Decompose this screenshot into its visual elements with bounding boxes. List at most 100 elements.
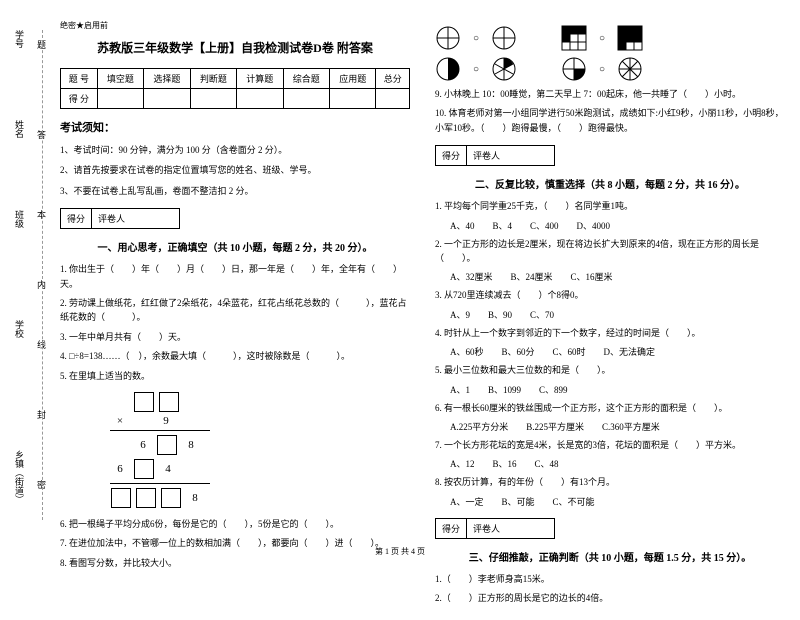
question: 1. 平均每个同学重25千克，（ ）名同学重1吨。 [435,199,785,213]
question: 3. 一年中单月共有（ ）天。 [60,330,410,344]
question: 6. 把一根绳子平均分成6份，每份是它的（ ），5份是它的（ ）。 [60,517,410,531]
page-footer: 第 1 页 共 4 页 [0,546,800,557]
times-sign: × [110,415,130,427]
th-cell: 总分 [376,69,410,89]
question: 6. 有一根长60厘米的铁丝围成一个正方形，这个正方形的面积是（ ）。 [435,401,785,415]
table-header-row: 题 号 填空题 选择题 判断题 计算题 综合题 应用题 总分 [61,69,410,89]
section-score-box: 得分 评卷人 [435,518,555,539]
circle-half-icon [435,56,461,82]
page-content: 绝密★启用前 苏教版三年级数学【上册】自我检测试卷D卷 附答案 题 号 填空题 … [0,0,800,620]
fold-line [42,30,43,520]
exam-title: 苏教版三年级数学【上册】自我检测试卷D卷 附答案 [60,39,410,56]
section-score-box: 得分 评卷人 [435,145,555,166]
compare-circle: ○ [473,33,479,44]
circle-fraction-icon [435,25,461,51]
mult-line [110,483,210,484]
question: 4. □÷8=138……（ ），余数最大填（ ），这时被除数是（ ）。 [60,349,410,363]
question: 9. 小林晚上 10：00睡觉，第二天早上 7：00起床，他一共睡了（ ）小时。 [435,87,785,101]
th-cell: 题 号 [61,69,98,89]
mult-row: 68 [110,434,410,456]
th-cell: 填空题 [97,69,143,89]
section-score-box: 得分 评卷人 [60,208,180,229]
mult-row: 64 [110,458,410,480]
options: A、12B、16C、48 [450,457,785,470]
blank-box [161,488,181,508]
notice-title: 考试须知： [60,119,410,135]
score-label: 得分 [436,146,467,165]
options: A、9B、90C、70 [450,308,785,321]
grader-label: 评卷人 [467,146,554,165]
mult-row: 8 [110,487,410,509]
question: 4. 时针从上一个数字到邻近的下一个数字，经过的时间是（ ）。 [435,326,785,340]
blank-box [159,392,179,412]
label-studentid: 学号 [13,30,26,48]
grader-label: 评卷人 [92,209,179,228]
td-blank [190,89,236,109]
grader-label: 评卷人 [467,519,554,538]
section1-title: 一、用心思考，正确填空（共 10 小题，每题 2 分，共 20 分）。 [60,239,410,254]
digit-9: 9 [156,415,176,427]
question: 2.（ ）正方形的周长是它的边长的4倍。 [435,591,785,605]
fraction-icons-row1: ○ ○ [435,25,785,51]
options: A、40B、4C、400D、4000 [450,219,785,232]
th-cell: 判断题 [190,69,236,89]
question: 2. 劳动课上做纸花，红红做了2朵纸花，4朵蓝花，红花占纸花总数的（ ），蓝花占… [60,296,410,325]
options: A、32厘米B、24厘米C、16厘米 [450,270,785,283]
square-grid-icon [617,25,643,51]
question: 7. 一个长方形花坛的宽是4米，长是宽的3倍，花坛的面积是（ ）平方米。 [435,438,785,452]
digit-8: 8 [185,492,205,504]
td-blank [376,89,410,109]
td-blank [97,89,143,109]
compare-circle: ○ [599,33,605,44]
options: A、60秒B、60分C、60时D、无法确定 [450,345,785,358]
question: 8. 看图写分数，并比较大小。 [60,556,410,570]
td-blank [330,89,376,109]
mult-line [110,430,210,431]
square-grid-icon [561,25,587,51]
td-blank [144,89,190,109]
th-cell: 计算题 [237,69,283,89]
mult-row: ×9 [110,415,410,427]
compare-circle: ○ [599,64,605,75]
th-cell: 综合题 [283,69,329,89]
th-cell: 选择题 [144,69,190,89]
label-name: 姓名 [13,120,26,138]
blank-box [136,488,156,508]
blank-box [157,435,177,455]
question: 8. 按农历计算，有的年份（ ）有13个月。 [435,475,785,489]
label-class: 班级 [13,210,26,228]
question: 1. 你出生于（ ）年（ ）月（ ）日，那一年是（ ）年，全年有（ ）天。 [60,262,410,291]
options: A.225平方分米B.225平方厘米C.360平方厘米 [450,420,785,433]
multiplication-diagram: ×9 68 64 8 [110,391,410,509]
question: 2. 一个正方形的边长是2厘米，现在将边长扩大到原来的4倍，现在正方形的周长是（… [435,237,785,266]
options: A、一定B、可能C、不可能 [450,495,785,508]
digit-6: 6 [133,439,153,451]
td-label: 得 分 [61,89,98,109]
right-column: ○ ○ ○ ○ 9. 小林晚上 10：00睡觉，第二天早上 7：00起床，他一共… [435,20,785,610]
circle-sector-icon [491,56,517,82]
mult-row [110,391,410,413]
notice-item: 1、考试时间：90 分钟，满分为 100 分（含卷面分 2 分）。 [60,143,410,157]
td-blank [237,89,283,109]
score-label: 得分 [61,209,92,228]
options: A、1B、1099C、899 [450,383,785,396]
label-district: 乡镇（街道） [13,450,26,504]
blank-box [111,488,131,508]
circle-quarter-icon [561,56,587,82]
th-cell: 应用题 [330,69,376,89]
table-score-row: 得 分 [61,89,410,109]
confidential-label: 绝密★启用前 [60,20,410,31]
circle-fraction-icon [491,25,517,51]
digit-6: 6 [110,463,130,475]
label-school: 学校 [13,320,26,338]
td-blank [283,89,329,109]
blank-box [134,459,154,479]
fraction-icons-row2: ○ ○ [435,56,785,82]
digit-4: 4 [158,463,178,475]
section2-title: 二、反复比较，慎重选择（共 8 小题，每题 2 分，共 16 分）。 [435,176,785,191]
question: 5. 在里填上适当的数。 [60,369,410,383]
circle-eighths-icon [617,56,643,82]
question: 3. 从720里连续减去（ ）个8得0。 [435,288,785,302]
question: 1.（ ）李老师身高15米。 [435,572,785,586]
notice-item: 2、请首先按要求在试卷的指定位置填写您的姓名、班级、学号。 [60,163,410,177]
